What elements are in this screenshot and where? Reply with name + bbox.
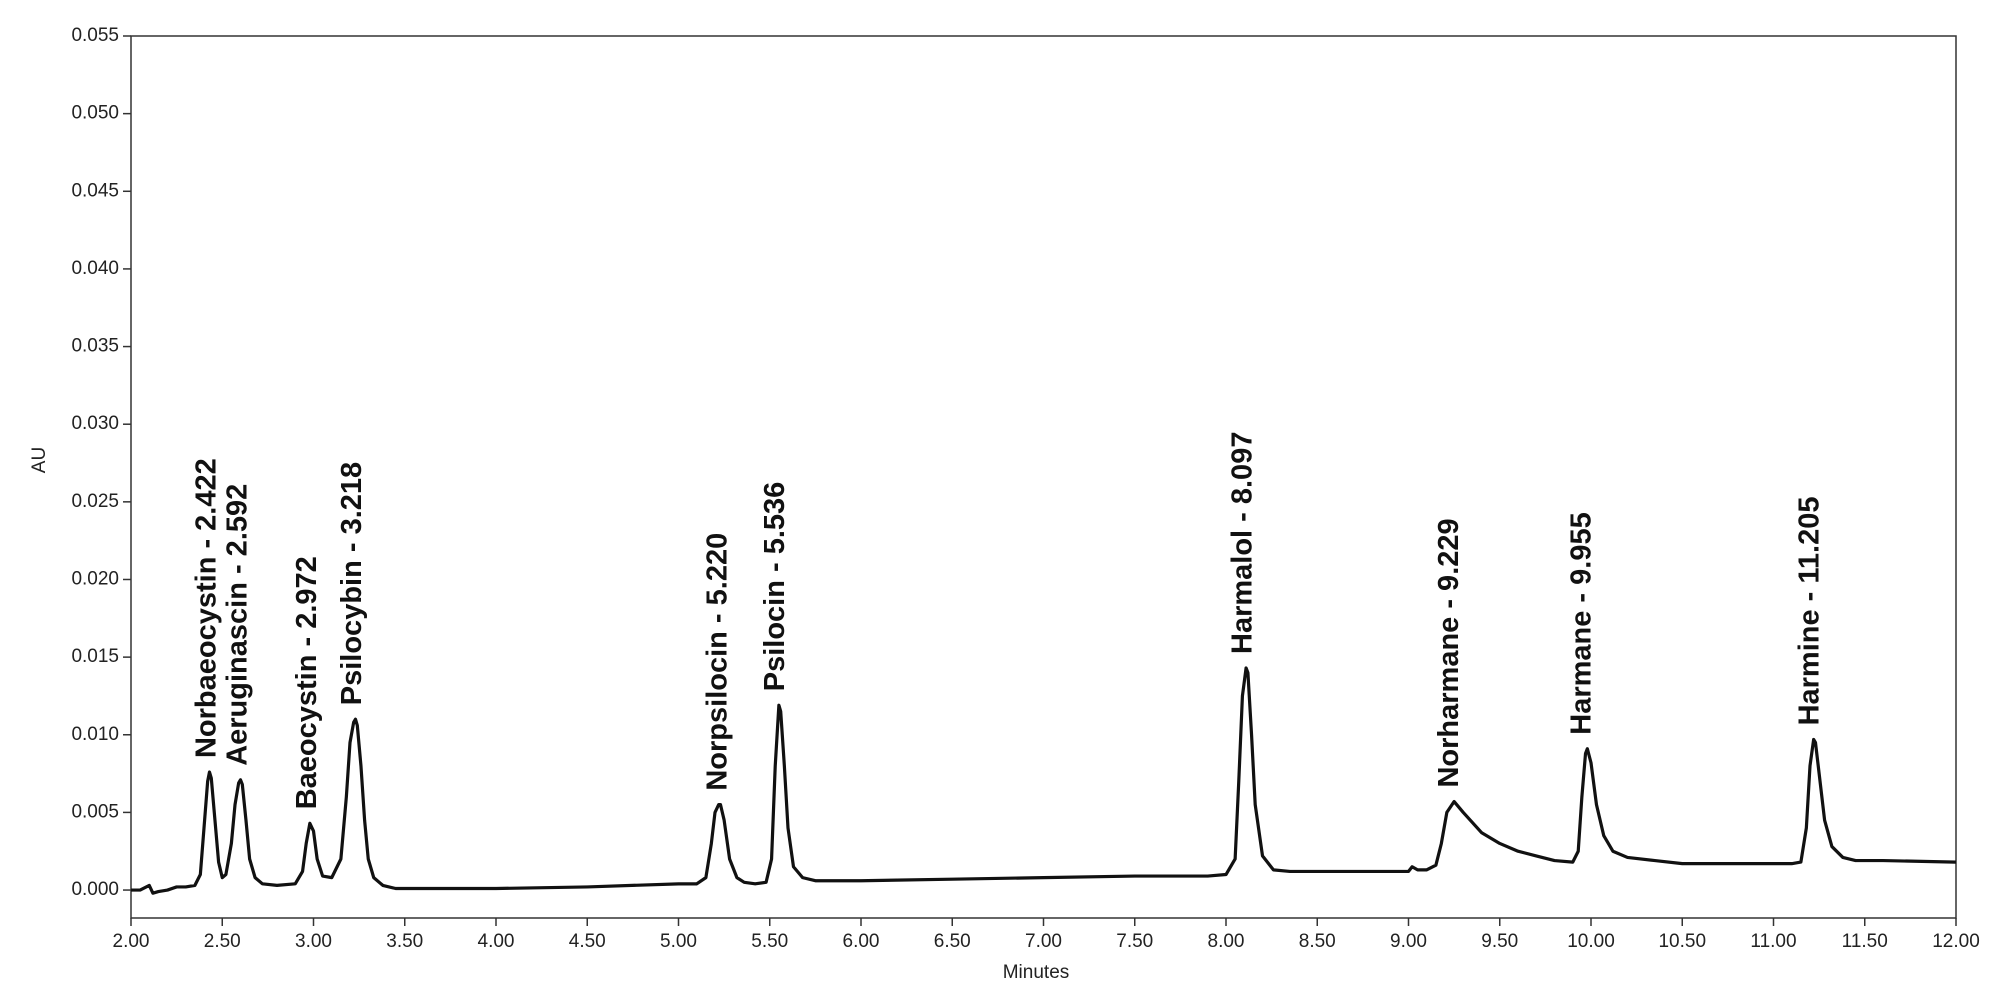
x-tick-label: 8.00 bbox=[1208, 931, 1245, 952]
x-axis-label: Minutes bbox=[1003, 962, 1070, 983]
peak-label: Psilocin - 5.536 bbox=[759, 482, 791, 692]
x-tick-label: 4.50 bbox=[569, 931, 606, 952]
y-tick-label: 0.015 bbox=[71, 646, 119, 667]
x-tick-label: 9.50 bbox=[1481, 931, 1518, 952]
x-tick-label: 10.50 bbox=[1658, 931, 1706, 952]
x-tick-label: 6.00 bbox=[843, 931, 880, 952]
y-tick-label: 0.045 bbox=[71, 180, 119, 201]
x-tick-label: 7.50 bbox=[1116, 931, 1153, 952]
y-tick-label: 0.050 bbox=[71, 103, 119, 124]
y-tick-label: 0.055 bbox=[71, 25, 119, 46]
x-tick-label: 5.50 bbox=[751, 931, 788, 952]
plot-frame bbox=[130, 35, 1957, 919]
peak-label: Norpsilocin - 5.220 bbox=[701, 533, 733, 791]
y-tick-label: 0.000 bbox=[71, 879, 119, 900]
x-tick-label: 8.50 bbox=[1299, 931, 1336, 952]
peak-label: Harmine - 11.205 bbox=[1794, 497, 1826, 726]
x-tick-label: 11.50 bbox=[1842, 931, 1888, 952]
x-tick-label: 10.00 bbox=[1567, 931, 1615, 952]
y-tick-label: 0.040 bbox=[71, 258, 119, 279]
x-tick-label: 4.00 bbox=[478, 931, 515, 952]
peak-label: Norharmane - 9.229 bbox=[1433, 518, 1465, 787]
x-tick-label: 3.00 bbox=[295, 931, 332, 952]
x-tick-label: 11.00 bbox=[1750, 931, 1796, 952]
x-tick-label: 3.50 bbox=[386, 931, 423, 952]
x-tick-label: 2.00 bbox=[113, 931, 150, 952]
peak-label: Baeocystin - 2.972 bbox=[291, 556, 323, 809]
y-tick-label: 0.030 bbox=[71, 413, 119, 434]
peak-label: Harmane - 9.955 bbox=[1565, 512, 1597, 734]
x-tick-label: 5.00 bbox=[660, 931, 697, 952]
x-tick-label: 12.00 bbox=[1932, 931, 1980, 952]
y-tick-label: 0.020 bbox=[71, 569, 119, 590]
peak-label: Norbaeocystin - 2.422 bbox=[191, 458, 223, 758]
x-tick-label: 2.50 bbox=[204, 931, 241, 952]
y-tick-label: 0.010 bbox=[71, 724, 119, 745]
y-tick-label: 0.025 bbox=[71, 491, 119, 512]
x-tick-label: 7.00 bbox=[1025, 931, 1062, 952]
peak-label: Harmalol - 8.097 bbox=[1226, 432, 1258, 654]
x-tick-label: 6.50 bbox=[934, 931, 971, 952]
peak-label: Psilocybin - 3.218 bbox=[336, 462, 368, 705]
y-axis-label: AU bbox=[29, 447, 50, 473]
chromatogram-line bbox=[131, 666, 1957, 895]
y-tick-label: 0.035 bbox=[71, 336, 119, 357]
peak-label: Aeruginascin - 2.592 bbox=[222, 484, 254, 766]
x-tick-label: 9.00 bbox=[1390, 931, 1427, 952]
y-tick-label: 0.005 bbox=[71, 801, 119, 822]
